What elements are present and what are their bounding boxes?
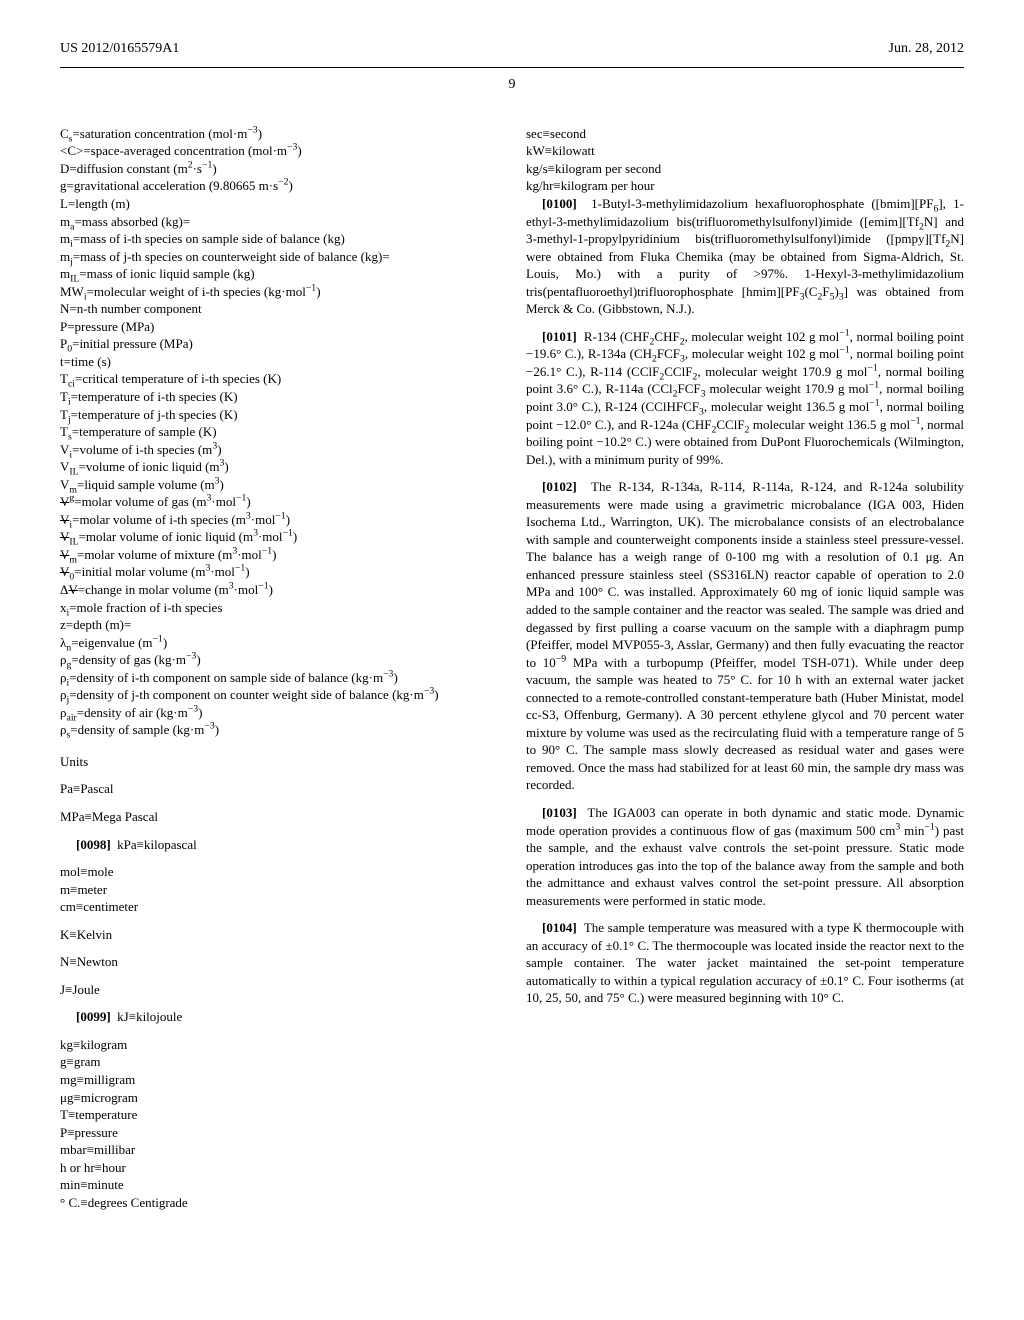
definition-line: h or hr≡hour xyxy=(60,1159,498,1177)
definition-line: Tci=critical temperature of i-th species… xyxy=(60,370,498,388)
definition-line: Ts=temperature of sample (K) xyxy=(60,423,498,441)
definition-line: kg≡kilogram xyxy=(60,1036,498,1054)
paragraph-102: [0102] The R-134, R-134a, R-114, R-114a,… xyxy=(526,478,964,794)
paragraph-text: 1-Butyl-3-methylimidazolium hexafluoroph… xyxy=(526,196,964,316)
definition-line: min≡minute xyxy=(60,1176,498,1194)
publication-number: US 2012/0165579A1 xyxy=(60,40,179,59)
definition-line: μg≡microgram xyxy=(60,1089,498,1107)
definition-line: kg/hr≡kilogram per hour xyxy=(526,177,964,195)
paragraph-number: [0104] xyxy=(542,920,577,935)
paragraph-99: [0099] kJ≡kilojoule xyxy=(60,1008,498,1026)
units-heading: Units xyxy=(60,753,498,771)
definition-line: t=time (s) xyxy=(60,353,498,371)
definition-line: mbar≡millibar xyxy=(60,1141,498,1159)
page-header: US 2012/0165579A1 Jun. 28, 2012 xyxy=(60,40,964,59)
right-column: sec≡secondkW≡kilowattkg/s≡kilogram per s… xyxy=(526,125,964,1212)
definition-line: Vm=molar volume of mixture (m3·mol−1) xyxy=(60,546,498,564)
definition-line: VIL=molar volume of ionic liquid (m3·mol… xyxy=(60,528,498,546)
paragraph-98: [0098] kPa≡kilopascal xyxy=(60,836,498,854)
definition-line: Vi=molar volume of i-th species (m3·mol−… xyxy=(60,511,498,529)
definition-line: kg/s≡kilogram per second xyxy=(526,160,964,178)
definition-line: P0=initial pressure (MPa) xyxy=(60,335,498,353)
definition-line: ma=mass absorbed (kg)= xyxy=(60,213,498,231)
definition-line: ° C.≡degrees Centigrade xyxy=(60,1194,498,1212)
definition-line: ρg=density of gas (kg·m−3) xyxy=(60,651,498,669)
paragraph-text: The sample temperature was measured with… xyxy=(526,920,964,1005)
unit-line: MPa≡Mega Pascal xyxy=(60,808,498,826)
definition-line: λn=eigenvalue (m−1) xyxy=(60,634,498,652)
paragraph-text: R-134 (CHF2CHF2, molecular weight 102 g … xyxy=(526,329,964,467)
definition-line: L=length (m) xyxy=(60,195,498,213)
definition-line: ρi=density of i-th component on sample s… xyxy=(60,669,498,687)
publication-date: Jun. 28, 2012 xyxy=(889,40,964,59)
paragraph-number: [0098] xyxy=(76,837,111,852)
definition-line: mg≡milligram xyxy=(60,1071,498,1089)
unit-line: Pa≡Pascal xyxy=(60,780,498,798)
paragraph-text: kPa≡kilopascal xyxy=(117,837,197,852)
definition-line: ΔV=change in molar volume (m3·mol−1) xyxy=(60,581,498,599)
definition-line: mol≡mole xyxy=(60,863,498,881)
definition-line: Tj=temperature of j-th species (K) xyxy=(60,406,498,424)
definition-line: kW≡kilowatt xyxy=(526,142,964,160)
definition-line: D=diffusion constant (m2·s−1) xyxy=(60,160,498,178)
symbol-definitions: Cs=saturation concentration (mol·m−3)<C>… xyxy=(60,125,498,739)
paragraph-number: [0103] xyxy=(542,805,577,820)
paragraph-103: [0103] The IGA003 can operate in both dy… xyxy=(526,804,964,909)
definition-line: mIL=mass of ionic liquid sample (kg) xyxy=(60,265,498,283)
paragraph-text: The R-134, R-134a, R-114, R-114a, R-124,… xyxy=(526,479,964,792)
definition-line: Cs=saturation concentration (mol·m−3) xyxy=(60,125,498,143)
definition-line: Vm=liquid sample volume (m3) xyxy=(60,476,498,494)
header-divider xyxy=(60,67,964,68)
definition-line: sec≡second xyxy=(526,125,964,143)
unit-block: Pa≡Pascal MPa≡Mega Pascal xyxy=(60,780,498,825)
paragraph-100: [0100] 1-Butyl-3-methylimidazolium hexaf… xyxy=(526,195,964,318)
definition-line: N=n-th number component xyxy=(60,300,498,318)
definition-line: ρair=density of air (kg·m−3) xyxy=(60,704,498,722)
paragraph-104: [0104] The sample temperature was measur… xyxy=(526,919,964,1007)
unit-line: N≡Newton xyxy=(60,953,498,971)
unit-block: K≡Kelvin N≡Newton J≡Joule xyxy=(60,926,498,999)
definition-line: mi=mass of i-th species on sample side o… xyxy=(60,230,498,248)
paragraph-text: The IGA003 can operate in both dynamic a… xyxy=(526,805,964,908)
definition-line: ρj=density of j-th component on counter … xyxy=(60,686,498,704)
definition-line: ρs=density of sample (kg·m−3) xyxy=(60,721,498,739)
definition-line: g≡gram xyxy=(60,1053,498,1071)
definition-line: m≡meter xyxy=(60,881,498,899)
paragraph-101: [0101] R-134 (CHF2CHF2, molecular weight… xyxy=(526,328,964,468)
definition-line: V0=initial molar volume (m3·mol−1) xyxy=(60,563,498,581)
page-number: 9 xyxy=(60,76,964,95)
definition-line: cm≡centimeter xyxy=(60,898,498,916)
unit-list: kg≡kilogramg≡grammg≡milligramμg≡microgra… xyxy=(60,1036,498,1211)
two-column-body: Cs=saturation concentration (mol·m−3)<C>… xyxy=(60,125,964,1212)
definition-line: MWi=molecular weight of i-th species (kg… xyxy=(60,283,498,301)
definition-line: P≡pressure xyxy=(60,1124,498,1142)
unit-line: K≡Kelvin xyxy=(60,926,498,944)
definition-line: Ti=temperature of i-th species (K) xyxy=(60,388,498,406)
definition-line: T≡temperature xyxy=(60,1106,498,1124)
paragraph-number: [0102] xyxy=(542,479,577,494)
definition-line: P=pressure (MPa) xyxy=(60,318,498,336)
left-column: Cs=saturation concentration (mol·m−3)<C>… xyxy=(60,125,498,1212)
definition-line: <C>=space-averaged concentration (mol·m−… xyxy=(60,142,498,160)
definition-line: VIL=volume of ionic liquid (m3) xyxy=(60,458,498,476)
definition-line: z=depth (m)= xyxy=(60,616,498,634)
unit-line: J≡Joule xyxy=(60,981,498,999)
unit-list: sec≡secondkW≡kilowattkg/s≡kilogram per s… xyxy=(526,125,964,195)
paragraph-number: [0099] xyxy=(76,1009,111,1024)
definition-line: Vg=molar volume of gas (m3·mol−1) xyxy=(60,493,498,511)
unit-list: mol≡molem≡metercm≡centimeter xyxy=(60,863,498,916)
definition-line: g=gravitational acceleration (9.80665 m·… xyxy=(60,177,498,195)
paragraph-number: [0101] xyxy=(542,329,577,344)
definition-line: mj=mass of j-th species on counterweight… xyxy=(60,248,498,266)
definition-line: xi=mole fraction of i-th species xyxy=(60,599,498,617)
paragraph-number: [0100] xyxy=(542,196,577,211)
paragraph-text: kJ≡kilojoule xyxy=(117,1009,182,1024)
definition-line: Vi=volume of i-th species (m3) xyxy=(60,441,498,459)
